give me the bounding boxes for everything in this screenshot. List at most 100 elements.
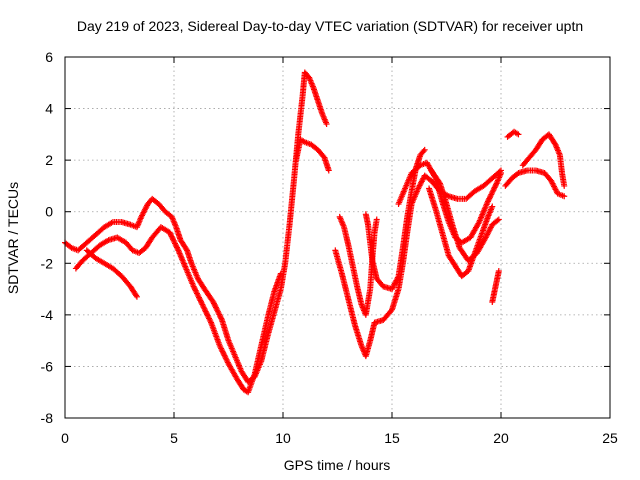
data-point-marker (217, 314, 224, 321)
data-point-marker (218, 315, 225, 322)
x-tick-label: 10 (275, 430, 291, 446)
data-point-marker (222, 355, 229, 362)
x-tick-labels: 0 5 10 15 20 25 (61, 430, 618, 446)
data-point-marker (201, 305, 208, 312)
x-tick-label: 20 (493, 430, 509, 446)
data-point-marker (211, 301, 218, 308)
data-point-marker (489, 203, 496, 210)
y-tick-label: -6 (41, 358, 54, 374)
data-point-marker (490, 187, 497, 194)
data-point-marker (420, 148, 427, 155)
series-track-b (72, 224, 284, 396)
data-point-marker (191, 284, 198, 291)
data-point-marker (373, 216, 380, 223)
data-point-marker (561, 193, 568, 200)
x-tick-label: 5 (170, 430, 178, 446)
data-point-marker (488, 191, 495, 198)
data-point-marker (198, 300, 205, 307)
data-point-marker (169, 236, 176, 243)
y-tick-label: 6 (45, 49, 53, 65)
y-tick-label: 2 (45, 152, 53, 168)
data-point-marker (220, 351, 227, 358)
data-point-marker (212, 304, 219, 311)
data-point-marker (214, 308, 221, 315)
data-point-marker (170, 237, 177, 244)
y-tick-label: -2 (41, 255, 54, 271)
data-point-marker (172, 240, 179, 247)
x-tick-label: 15 (384, 430, 400, 446)
data-point-marker (173, 243, 180, 250)
chart-title: Day 219 of 2023, Sidereal Day-to-day VTE… (77, 18, 583, 34)
data-point-marker (192, 287, 199, 294)
data-point-marker (224, 358, 231, 365)
data-point-marker (202, 308, 209, 315)
data-point-marker (210, 300, 217, 307)
series-track-k (489, 268, 502, 305)
data-point-marker (197, 298, 204, 305)
data-point-marker (515, 131, 522, 138)
data-point-marker (133, 292, 140, 299)
series-track-j (426, 185, 496, 280)
data-point-marker (212, 303, 219, 310)
data-point-marker (490, 185, 497, 192)
series-track-l (502, 167, 568, 200)
series-track-c (83, 247, 140, 300)
y-tick-labels: -8 -6 -4 -2 0 2 4 6 (41, 49, 54, 426)
data-point-marker (325, 167, 332, 174)
data-point-marker (220, 349, 227, 356)
data-point-marker (213, 305, 220, 312)
data-point-marker (492, 183, 499, 190)
data-point-marker (495, 268, 502, 275)
y-tick-label: -8 (41, 410, 54, 426)
data-point-marker (421, 146, 428, 153)
series-track-n (519, 131, 568, 189)
data-point-marker (485, 197, 492, 204)
data-point-marker (222, 353, 229, 360)
y-tick-label: 4 (45, 101, 53, 117)
data-point-marker (498, 170, 504, 177)
data-point-marker (167, 230, 174, 237)
data-point-marker (174, 244, 181, 251)
data-point-marker (194, 291, 201, 298)
x-tick-label: 0 (61, 430, 69, 446)
data-point-marker (204, 312, 211, 319)
data-point-marker (323, 121, 330, 128)
data-point-marker (191, 286, 198, 293)
data-point-marker (216, 312, 223, 319)
series-track-m (504, 128, 522, 140)
plot-frame (64, 56, 611, 419)
data-point-marker (486, 194, 493, 201)
data-point-marker (200, 304, 207, 311)
data-point-marker (193, 289, 200, 296)
y-tick-label: -4 (41, 307, 54, 323)
data-point-marker (491, 184, 498, 191)
data-point-marker (561, 182, 568, 189)
data-point-marker (219, 348, 226, 355)
x-axis-label: GPS time / hours (284, 457, 391, 473)
data-point-marker (204, 311, 211, 318)
data-point-marker (436, 179, 443, 186)
data-point-marker (183, 246, 190, 253)
data-point-marker (218, 346, 225, 353)
data-point-marker (168, 233, 175, 240)
data-point-marker (218, 345, 225, 352)
data-point-marker (195, 294, 202, 301)
data-point-marker (167, 232, 174, 239)
data-point-marker (171, 239, 178, 246)
data-point-marker (487, 192, 494, 199)
data-point-marker (206, 315, 213, 322)
data-point-marker (223, 356, 230, 363)
data-point-marker (217, 344, 224, 351)
data-point-marker (494, 217, 501, 224)
data-point-marker (484, 198, 491, 205)
data-point-marker (207, 318, 214, 325)
data-point-marker (174, 246, 181, 253)
data-point-marker (200, 302, 207, 309)
data-point-marker (216, 311, 223, 318)
data-point-marker (133, 293, 140, 300)
data-point-marker (489, 188, 496, 195)
data-point-marker (216, 342, 223, 349)
data-point-marker (206, 316, 213, 323)
data-point-marker (166, 229, 173, 236)
